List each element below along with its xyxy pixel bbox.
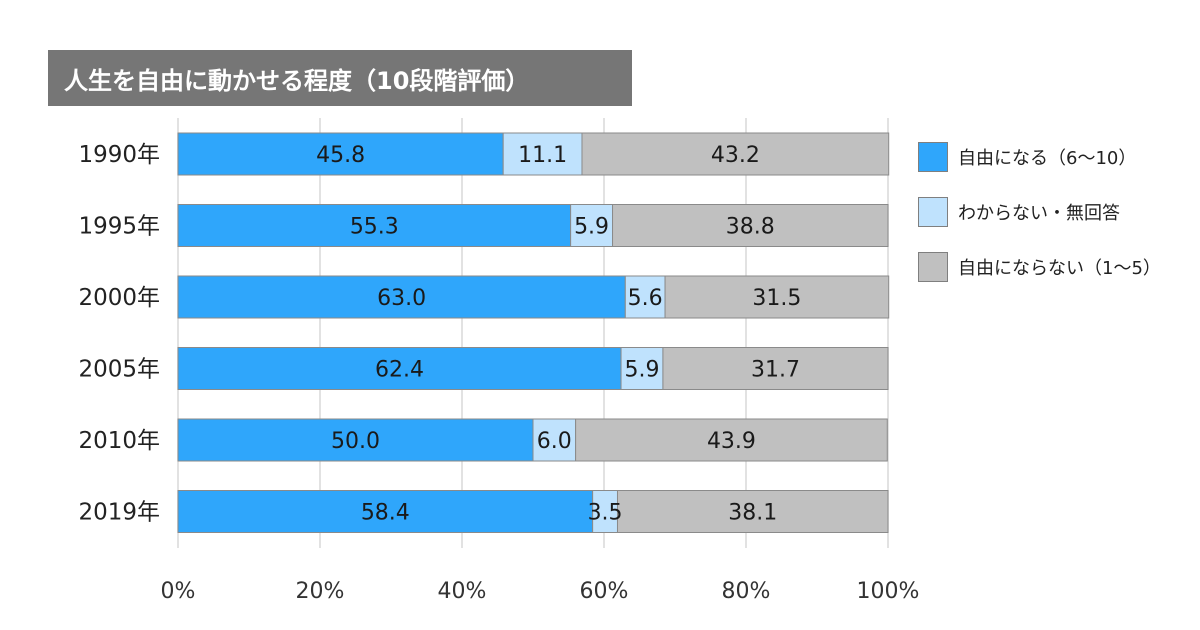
data-label: 55.3: [350, 215, 399, 240]
bar-segment: [502, 132, 583, 176]
data-label: 43.2: [711, 143, 760, 168]
category-label: 2019年: [78, 500, 160, 526]
data-label: 11.1: [518, 143, 567, 168]
bar-segment: [616, 490, 889, 533]
data-labels: 45.8 11.1 43.2 55.3 5.9 38.8 63.0 5.6 31.5 62.4 5.…: [316, 143, 801, 526]
bar-segment: [177, 347, 622, 390]
x-tick-label: 20%: [296, 579, 345, 604]
category-labels: 1990年 1995年 2000年 2005年 2010年 2019年: [78, 142, 160, 526]
gridlines: [177, 118, 889, 548]
data-label: 62.4: [375, 358, 424, 383]
bar-segment: [177, 132, 504, 176]
legend-item: わからない・無回答: [918, 195, 1198, 229]
bar-segment: [177, 490, 594, 533]
bar-segment: [664, 275, 890, 319]
bar-segment: [570, 204, 614, 247]
legend-item: 自由になる（6〜10）: [918, 140, 1198, 174]
category-label: 2010年: [78, 428, 160, 454]
data-label: 43.9: [707, 429, 756, 454]
data-label: 50.0: [331, 429, 380, 454]
bar-segment: [612, 204, 889, 247]
data-label: 31.5: [752, 286, 801, 311]
data-label: 38.8: [726, 215, 775, 240]
data-label: 5.6: [628, 286, 663, 311]
x-axis-ticks: 0% 20% 40% 60% 80% 100%: [161, 579, 920, 604]
category-label: 1995年: [78, 214, 160, 240]
x-tick-label: 80%: [722, 579, 771, 604]
data-label: 6.0: [537, 429, 572, 454]
legend-label-unknown: わからない・無回答: [958, 203, 1120, 224]
x-tick-label: 100%: [857, 579, 920, 604]
chart-title: 人生を自由に動かせる程度（10段階評価）: [48, 50, 632, 106]
bar-segment: [575, 418, 888, 462]
x-tick-label: 40%: [438, 579, 487, 604]
bar-segment: [620, 347, 664, 390]
legend-swatch-unknown: [918, 197, 948, 227]
bar-segment: [177, 418, 534, 462]
category-label: 2005年: [78, 357, 160, 383]
x-tick-label: 60%: [580, 579, 629, 604]
x-tick-label: 0%: [161, 579, 196, 604]
bars: [177, 132, 890, 533]
legend-label-not-free: 自由にならない（1〜5）: [958, 258, 1161, 279]
legend: 自由になる（6〜10） わからない・無回答 自由にならない（1〜5）: [918, 140, 1198, 305]
bar-segment: [177, 275, 626, 319]
data-label: 31.7: [751, 358, 800, 383]
data-label: 45.8: [316, 143, 365, 168]
category-label: 1990年: [78, 142, 160, 168]
data-label: 63.0: [377, 286, 426, 311]
bar-segment: [581, 132, 890, 176]
bar-segment: [177, 204, 572, 247]
bar-segment: [662, 347, 889, 390]
legend-swatch-not-free: [918, 252, 948, 282]
category-label: 2000年: [78, 285, 160, 311]
legend-item: 自由にならない（1〜5）: [918, 250, 1198, 284]
data-label: 38.1: [728, 501, 777, 526]
data-label: 3.5: [588, 501, 623, 526]
data-label: 58.4: [361, 501, 410, 526]
legend-swatch-free: [918, 142, 948, 172]
data-label: 5.9: [574, 215, 609, 240]
bar-segment: [532, 418, 577, 462]
bar-segment: [592, 490, 618, 533]
data-label: 5.9: [624, 358, 659, 383]
legend-label-free: 自由になる（6〜10）: [958, 148, 1137, 169]
